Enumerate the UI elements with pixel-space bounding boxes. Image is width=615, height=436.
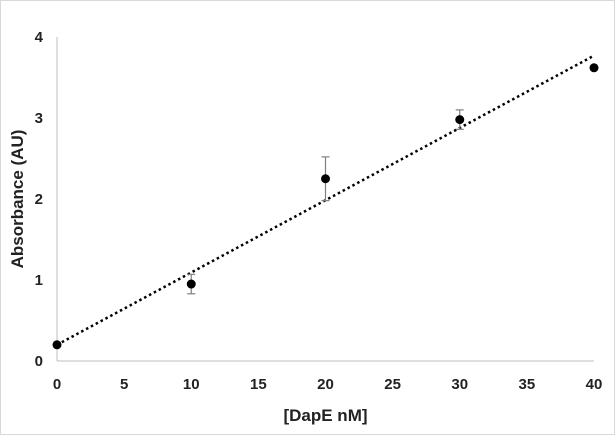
x-tick-label: 40 — [586, 376, 603, 393]
data-point — [455, 115, 465, 125]
error-bars — [187, 109, 464, 295]
x-tick-label: 15 — [250, 376, 267, 393]
data-point — [321, 174, 330, 184]
x-axis-title: [DapE nM] — [283, 406, 367, 425]
y-tick-label: 3 — [35, 110, 43, 127]
x-tick-label: 0 — [53, 376, 61, 393]
y-tick-label: 1 — [35, 272, 43, 289]
x-tick-label: 35 — [519, 376, 536, 393]
x-tick-label: 5 — [120, 376, 128, 393]
x-tick-label: 30 — [451, 376, 468, 393]
data-points — [52, 63, 599, 350]
x-tick-label: 10 — [183, 376, 200, 393]
data-point — [186, 279, 196, 289]
y-tick-label: 0 — [35, 353, 43, 370]
y-tick-label: 2 — [35, 191, 43, 208]
y-axis-title: Absorbance (AU) — [8, 130, 27, 269]
x-tick-label: 25 — [384, 376, 401, 393]
x-tick-labels: 0 5 10 15 20 25 30 35 40 — [53, 376, 603, 393]
y-tick-label: 4 — [35, 29, 44, 46]
x-tick-label: 20 — [317, 376, 334, 393]
data-point — [589, 63, 599, 73]
axes — [56, 37, 594, 362]
y-tick-labels: 0 1 2 3 4 — [35, 29, 44, 370]
data-point — [52, 340, 62, 350]
